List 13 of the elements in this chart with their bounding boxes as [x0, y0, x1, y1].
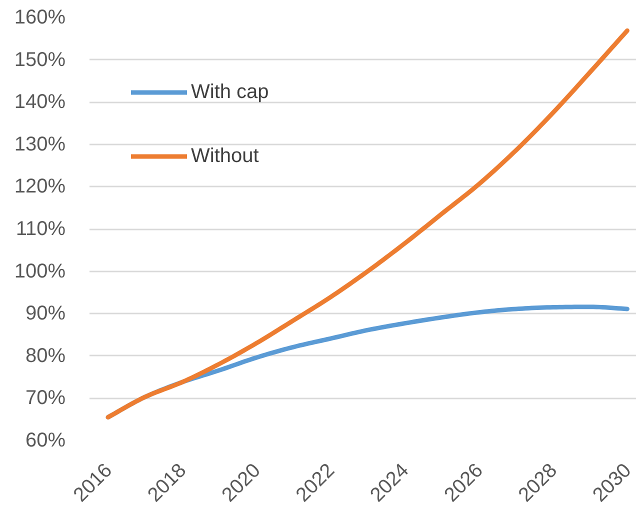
y-tick-label: 130% [14, 133, 66, 156]
legend-label: With cap [191, 80, 269, 104]
y-tick-label: 140% [14, 91, 66, 114]
y-tick-label: 110% [16, 218, 66, 240]
y-tick-label: 70% [25, 387, 66, 410]
legend-label: Without [191, 144, 259, 168]
y-tick-label: 90% [25, 302, 66, 325]
y-tick-label: 150% [14, 48, 66, 71]
y-tick-label: 160% [14, 6, 66, 28]
y-tick-label: 60% [25, 430, 66, 452]
y-tick-label: 80% [25, 344, 66, 367]
y-tick-label: 120% [14, 176, 66, 198]
y-tick-label: 100% [14, 260, 66, 282]
